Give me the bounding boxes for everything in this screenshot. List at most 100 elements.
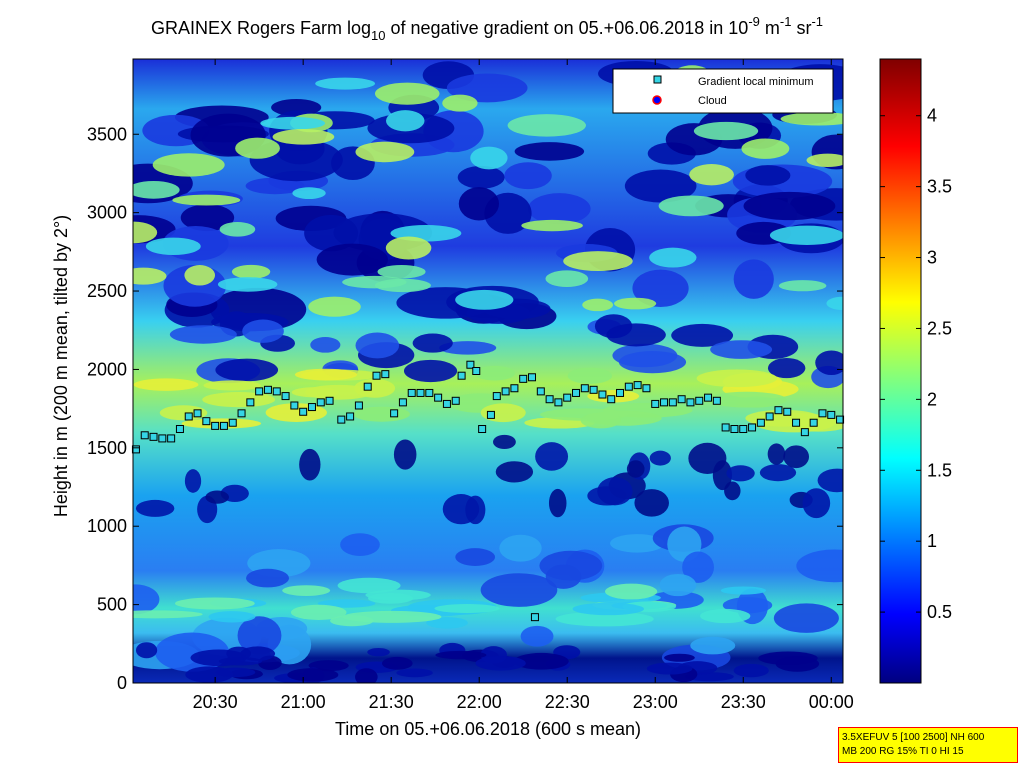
colorbar-tick-label: 3.5	[927, 177, 952, 197]
gradient-minimum-marker	[434, 393, 443, 402]
heatmap-cell	[759, 464, 797, 482]
heatmap-cell	[367, 647, 390, 657]
colorbar-ticks: 0.5 1 1.5 2 2.5 3 3.5 4	[880, 106, 952, 622]
gradient-minimum-marker	[211, 421, 220, 430]
heatmap-cell	[696, 369, 777, 388]
heatmap-cells	[133, 60, 843, 683]
heatmap-cell	[626, 460, 645, 478]
heatmap-cell	[235, 137, 280, 159]
x-tick-label: 21:30	[369, 692, 414, 712]
gradient-minimum-marker	[149, 432, 158, 441]
colorbar-tick-label: 0.5	[927, 602, 952, 622]
gradient-minimum-marker	[337, 415, 346, 424]
heatmap-cell	[203, 380, 261, 391]
legend-label-minimum: Gradient local minimum	[698, 76, 814, 88]
heatmap-cell	[632, 269, 689, 308]
colorbar-tick-label: 3	[927, 248, 937, 268]
y-axis-ticks: 0 500 1000 1500 2000 2500 3000 3500	[87, 124, 843, 693]
gradient-minimum-marker	[519, 374, 528, 383]
heatmap-cell	[282, 585, 331, 596]
x-tick-label: 23:00	[633, 692, 678, 712]
heatmap-cell	[237, 616, 282, 655]
heatmap-cell	[712, 460, 733, 491]
heatmap-cell	[465, 495, 486, 525]
y-axis-label: Height in m (200 m mean, tilted by 2°)	[51, 215, 71, 517]
gradient-minimum-marker	[530, 613, 539, 622]
gradient-minimum-marker	[633, 381, 642, 390]
heatmap-cell	[215, 358, 279, 382]
plot-frame	[132, 58, 844, 684]
colorbar-tick-label: 1	[927, 531, 937, 551]
heatmap-cell	[649, 247, 697, 268]
gradient-minimum-marker	[167, 434, 176, 443]
x-axis-label: Time on 05.+06.06.2018 (600 s mean)	[335, 719, 641, 739]
gradient-minimum-marker	[472, 367, 481, 375]
gradient-minimum-marker	[827, 410, 836, 419]
heatmap-cell	[474, 365, 516, 381]
heatmap-cell	[520, 625, 554, 647]
colorbar: 0.5 1 1.5 2 2.5 3 3.5 4	[879, 58, 952, 684]
heatmap-cell	[403, 359, 458, 383]
heatmap-cell	[242, 319, 284, 343]
heatmap-cell	[780, 112, 843, 126]
heatmap-cell	[292, 187, 326, 200]
y-tick-label: 2000	[87, 359, 127, 379]
heatmap-cell	[815, 350, 843, 376]
gradient-minimum-marker	[501, 387, 510, 396]
y-tick-label: 3500	[87, 124, 127, 144]
heatmap-cell	[231, 264, 271, 279]
gradient-minimum-marker	[158, 434, 167, 443]
heatmap-cell	[514, 142, 585, 161]
gradient-minimum-marker	[372, 371, 381, 380]
gradient-minimum-marker	[704, 393, 713, 402]
heatmap-cell	[355, 141, 415, 163]
heatmap-cell	[145, 237, 201, 256]
heatmap-cell	[133, 610, 203, 619]
heatmap-cell	[455, 289, 514, 310]
heatmap-cell	[480, 573, 558, 607]
heatmap-cell	[722, 597, 773, 614]
heatmap-cell	[245, 177, 305, 195]
heatmap-cell	[434, 604, 500, 614]
heatmap-cell	[690, 636, 736, 655]
heatmap-cell	[475, 655, 526, 671]
gradient-minimum-marker	[695, 396, 704, 405]
heatmap-cell	[180, 204, 235, 232]
heatmap-cell	[802, 488, 831, 519]
heatmap-cell	[287, 668, 339, 682]
heatmap-cell	[385, 236, 432, 260]
heatmap-cell	[294, 368, 358, 381]
heatmap-cell	[507, 114, 586, 137]
heatmap-cell	[495, 461, 534, 483]
gradient-minimum-marker	[202, 417, 211, 426]
heatmap-cell	[606, 323, 666, 347]
heatmap-cell	[504, 162, 552, 190]
heatmap-cell	[613, 297, 657, 310]
gradient-minimum-marker	[783, 407, 792, 416]
gradient-minimum-marker	[712, 396, 721, 405]
gradient-minimum-markers	[131, 360, 845, 622]
gradient-minimum-marker	[598, 390, 607, 399]
heatmap-cell	[396, 668, 433, 678]
legend: Gradient local minimum Cloud	[612, 68, 834, 114]
heatmap-cell	[133, 378, 199, 391]
heatmap-cell	[733, 663, 769, 678]
heatmap-cell	[743, 191, 836, 221]
gradient-minimum-marker	[381, 370, 390, 379]
gradient-minimum-marker	[624, 382, 633, 391]
heatmap-cell	[773, 603, 839, 633]
heatmap-cell	[646, 662, 693, 675]
heatmap-cell	[700, 608, 751, 624]
heatmap-cell	[439, 341, 497, 355]
heatmap-cell	[605, 583, 658, 600]
colorbar-tick-label: 2.5	[927, 318, 952, 338]
heatmap-cell	[386, 110, 425, 132]
gradient-minimum-marker	[800, 428, 809, 437]
gradient-minimum-marker	[756, 418, 765, 427]
gradient-minimum-marker	[486, 410, 495, 419]
gradient-minimum-marker	[748, 423, 757, 432]
heatmap-cell	[783, 445, 810, 469]
heatmap-cell	[624, 169, 697, 203]
info-line-1: 3.5XEFUV 5 [100 2500] NH 600	[842, 732, 985, 743]
